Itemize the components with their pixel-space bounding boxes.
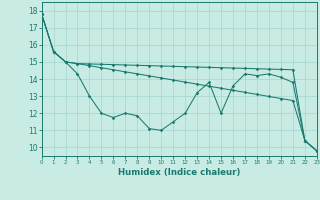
X-axis label: Humidex (Indice chaleur): Humidex (Indice chaleur) xyxy=(118,168,240,177)
